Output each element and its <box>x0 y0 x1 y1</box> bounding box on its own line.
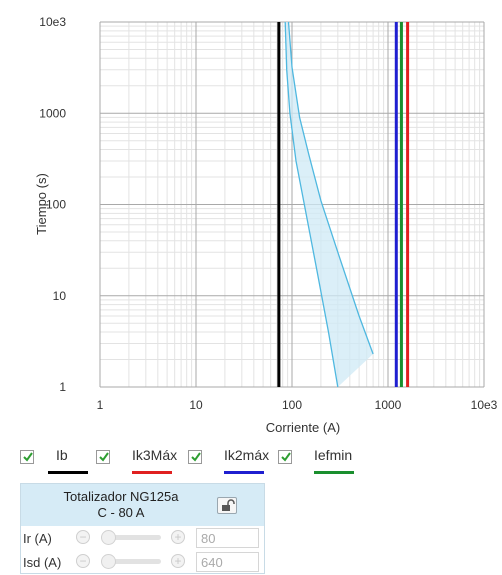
y-tick-label: 10 <box>53 289 67 303</box>
checkbox[interactable] <box>20 450 34 464</box>
ir-slider[interactable] <box>101 535 161 540</box>
trip-lower-curve <box>284 21 339 388</box>
checkbox[interactable] <box>96 450 110 464</box>
check-icon <box>23 452 33 462</box>
legend-label: Ik2máx <box>224 447 270 463</box>
isd-increase-button[interactable]: + <box>171 554 185 568</box>
x-tick-label: 100 <box>282 398 302 412</box>
legend-swatch <box>48 471 88 474</box>
x-tick-label: 1000 <box>375 398 402 412</box>
y-axis-label: Tiempo (s) <box>34 173 49 235</box>
y-tick-label: 1 <box>59 380 66 394</box>
y-tick-labels: 1 10 100 1000 10e3 <box>39 15 66 394</box>
checkbox[interactable] <box>278 450 292 464</box>
ir-label: Ir (A) <box>23 531 52 546</box>
ir-setting-row: Ir (A) − + <box>21 527 264 551</box>
minus-icon: − <box>79 554 87 568</box>
minus-icon: − <box>79 530 87 544</box>
x-tick-label: 10e3 <box>471 398 498 412</box>
trip-upper-curve <box>287 21 374 355</box>
trip-band <box>284 21 374 388</box>
legend-swatch <box>314 471 354 474</box>
breaker-name: Totalizador NG125a <box>63 489 179 504</box>
plus-icon: + <box>174 530 182 544</box>
breaker-settings-panel: Totalizador NG125a C - 80 A Ir (A) − + I… <box>20 483 265 574</box>
plus-icon: + <box>174 554 182 568</box>
isd-slider[interactable] <box>101 559 161 564</box>
unlock-icon <box>222 499 235 511</box>
x-tick-labels: 1 10 100 1000 10e3 <box>97 398 498 412</box>
isd-input[interactable] <box>196 552 259 572</box>
check-icon <box>281 452 291 462</box>
check-icon <box>191 452 201 462</box>
legend-label: Iefmin <box>314 447 353 463</box>
major-gridlines <box>99 21 485 388</box>
legend-label: Ib <box>56 447 68 463</box>
ir-increase-button[interactable]: + <box>171 530 185 544</box>
x-tick-label: 1 <box>97 398 104 412</box>
legend-swatch <box>132 471 172 474</box>
legend: Ib Ik3Máx Ik2máx Iefmin <box>20 443 500 483</box>
legend-swatch <box>224 471 264 474</box>
ir-decrease-button[interactable]: − <box>76 530 90 544</box>
breaker-rating: C - 80 A <box>97 505 145 520</box>
x-axis-label: Corriente (A) <box>266 420 340 435</box>
isd-slider-handle[interactable] <box>101 554 116 569</box>
checkbox[interactable] <box>188 450 202 464</box>
ir-slider-handle[interactable] <box>101 530 116 545</box>
threshold-lines <box>277 22 410 387</box>
y-tick-label: 100 <box>46 198 66 212</box>
trip-curve-chart: 1 10 100 1000 10e3 1 10 100 1000 10e3 Corriente … <box>34 15 498 435</box>
ir-input[interactable] <box>196 528 259 548</box>
isd-setting-row: Isd (A) − + <box>21 551 264 575</box>
check-icon <box>99 452 109 462</box>
y-tick-label: 10e3 <box>39 15 66 29</box>
y-tick-label: 1000 <box>39 106 66 120</box>
x-tick-label: 10 <box>189 398 203 412</box>
lock-toggle-button[interactable] <box>217 497 237 514</box>
isd-decrease-button[interactable]: − <box>76 554 90 568</box>
isd-label: Isd (A) <box>23 555 62 570</box>
legend-label: Ik3Máx <box>132 447 178 463</box>
trip-band-fill <box>285 22 374 387</box>
panel-header: Totalizador NG125a C - 80 A <box>21 484 264 526</box>
